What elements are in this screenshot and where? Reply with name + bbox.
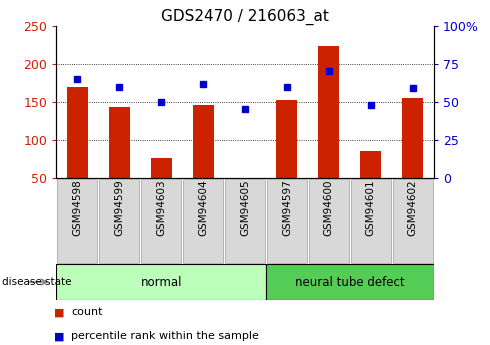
Text: ■: ■ <box>53 332 64 341</box>
FancyBboxPatch shape <box>57 179 98 263</box>
Text: GSM94605: GSM94605 <box>240 179 250 236</box>
Text: GSM94599: GSM94599 <box>114 179 124 236</box>
Text: disease state: disease state <box>2 277 72 287</box>
Text: ■: ■ <box>53 307 64 317</box>
Bar <box>193 105 214 178</box>
Text: count: count <box>71 307 102 317</box>
Text: percentile rank within the sample: percentile rank within the sample <box>71 332 259 341</box>
Bar <box>402 98 423 178</box>
Bar <box>276 100 297 178</box>
Bar <box>109 107 130 178</box>
Bar <box>151 158 171 178</box>
Text: normal: normal <box>141 276 182 288</box>
FancyBboxPatch shape <box>56 264 266 300</box>
Text: GSM94601: GSM94601 <box>366 179 376 236</box>
FancyBboxPatch shape <box>351 179 391 263</box>
FancyBboxPatch shape <box>309 179 349 263</box>
FancyBboxPatch shape <box>392 179 433 263</box>
Bar <box>67 87 88 178</box>
Bar <box>318 46 339 178</box>
FancyBboxPatch shape <box>183 179 223 263</box>
FancyBboxPatch shape <box>225 179 265 263</box>
Text: GSM94604: GSM94604 <box>198 179 208 236</box>
FancyBboxPatch shape <box>266 264 434 300</box>
FancyBboxPatch shape <box>141 179 181 263</box>
Text: GSM94597: GSM94597 <box>282 179 292 236</box>
FancyBboxPatch shape <box>267 179 307 263</box>
Text: GSM94598: GSM94598 <box>73 179 82 236</box>
Bar <box>360 151 381 178</box>
FancyBboxPatch shape <box>99 179 139 263</box>
Text: GDS2470 / 216063_at: GDS2470 / 216063_at <box>161 9 329 25</box>
Text: GSM94600: GSM94600 <box>324 179 334 236</box>
Text: GSM94603: GSM94603 <box>156 179 166 236</box>
Text: GSM94602: GSM94602 <box>408 179 417 236</box>
Text: neural tube defect: neural tube defect <box>295 276 405 288</box>
